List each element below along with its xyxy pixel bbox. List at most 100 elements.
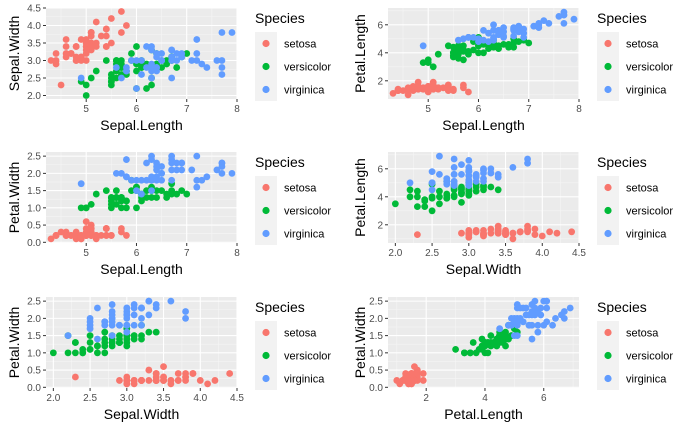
- point-virginica: [458, 161, 465, 169]
- legend-label-versicolor: versicolor: [626, 62, 673, 74]
- point-versicolor: [469, 339, 477, 346]
- x-tick-label: 4.5: [230, 393, 244, 404]
- point-setosa: [57, 81, 65, 89]
- point-virginica: [148, 187, 155, 195]
- y-tick-label: 2.0: [27, 169, 41, 180]
- y-tick-label: 1.5: [369, 331, 383, 342]
- point-setosa: [77, 36, 85, 43]
- point-versicolor: [138, 332, 145, 340]
- y-tick-label: 0.0: [27, 238, 41, 249]
- point-virginica: [419, 42, 427, 50]
- point-virginica: [540, 17, 548, 24]
- legend-label-setosa: setosa: [626, 183, 659, 195]
- point-versicolor: [112, 194, 120, 201]
- legend-swatch-setosa: [262, 39, 270, 48]
- point-versicolor: [71, 339, 79, 346]
- point-virginica: [77, 180, 85, 188]
- point-virginica: [112, 169, 120, 177]
- point-virginica: [465, 157, 473, 164]
- point-virginica: [193, 36, 201, 43]
- point-versicolor: [449, 43, 457, 51]
- scatter-panel-2: 5 6 7 8 2 4 6 Sepal.Length Petal.Length Species se…: [352, 8, 673, 133]
- point-versicolor: [112, 200, 120, 208]
- x-tick-label: 4: [482, 393, 488, 404]
- point-versicolor: [143, 194, 150, 201]
- point-virginica: [168, 159, 176, 167]
- legend-label-versicolor: versicolor: [626, 351, 673, 363]
- point-setosa: [404, 85, 412, 93]
- point-versicolor: [138, 197, 145, 205]
- point-virginica: [465, 164, 473, 171]
- point-setosa: [102, 25, 110, 33]
- x-tick-label: 7: [184, 248, 190, 259]
- point-versicolor: [466, 349, 474, 357]
- point-setosa: [57, 228, 65, 236]
- x-tick-label: 4.0: [535, 248, 549, 259]
- point-setosa: [92, 18, 100, 26]
- legend-label-virginica: virginica: [626, 85, 667, 97]
- point-virginica: [428, 186, 436, 194]
- x-axis-title: Sepal.Length: [100, 117, 183, 133]
- point-setosa: [52, 232, 60, 239]
- y-tick-label: 1.0: [369, 348, 383, 359]
- y-tick-label: 2.0: [27, 314, 41, 325]
- point-virginica: [545, 20, 553, 27]
- point-virginica: [406, 179, 414, 187]
- point-virginica: [543, 304, 551, 312]
- point-virginica: [525, 321, 533, 329]
- point-versicolor: [424, 59, 432, 66]
- point-setosa: [52, 57, 60, 64]
- point-setosa: [117, 29, 125, 36]
- point-virginica: [178, 166, 186, 174]
- point-versicolor: [116, 339, 123, 346]
- point-versicolor: [143, 187, 150, 195]
- legend: Species setosa versicolor virginica: [255, 299, 331, 390]
- point-virginica: [178, 53, 186, 61]
- point-versicolor: [138, 64, 145, 71]
- point-setosa: [480, 229, 487, 237]
- point-versicolor: [472, 183, 480, 191]
- point-setosa: [82, 46, 90, 54]
- point-versicolor: [143, 85, 150, 92]
- point-versicolor: [108, 339, 116, 346]
- point-virginica: [138, 321, 145, 329]
- point-setosa: [92, 235, 100, 243]
- point-virginica: [505, 321, 512, 329]
- point-versicolor: [133, 43, 140, 50]
- point-versicolor: [421, 203, 429, 211]
- legend-swatch-virginica: [604, 229, 612, 238]
- legend-swatch-versicolor: [262, 206, 270, 215]
- y-tick-label: 2.0: [27, 91, 41, 102]
- point-versicolor: [128, 187, 135, 195]
- point-virginica: [549, 321, 556, 329]
- y-tick-label: 0.5: [27, 221, 41, 232]
- legend-label-versicolor: versicolor: [284, 206, 331, 218]
- point-versicolor: [429, 63, 437, 71]
- point-versicolor: [148, 81, 155, 89]
- point-virginica: [531, 297, 539, 305]
- point-virginica: [138, 314, 145, 322]
- point-virginica: [143, 176, 150, 184]
- point-virginica: [454, 36, 462, 44]
- legend-swatch-versicolor: [604, 206, 612, 215]
- point-versicolor: [434, 50, 442, 58]
- point-virginica: [148, 74, 155, 82]
- legend-swatch-setosa: [262, 328, 270, 337]
- point-virginica: [133, 85, 140, 92]
- point-setosa: [145, 366, 153, 374]
- point-setosa: [414, 85, 422, 93]
- point-virginica: [450, 155, 458, 163]
- y-tick-label: 1.5: [27, 186, 41, 197]
- point-virginica: [133, 176, 140, 184]
- y-tick-label: 0.5: [27, 366, 41, 377]
- point-setosa: [77, 235, 85, 243]
- point-setosa: [116, 377, 123, 384]
- point-virginica: [117, 169, 125, 177]
- point-virginica: [443, 178, 451, 185]
- point-virginica: [123, 156, 130, 163]
- point-setosa: [404, 91, 412, 99]
- x-tick-label: 2.0: [46, 393, 60, 404]
- point-virginica: [522, 304, 530, 312]
- point-setosa: [87, 43, 95, 50]
